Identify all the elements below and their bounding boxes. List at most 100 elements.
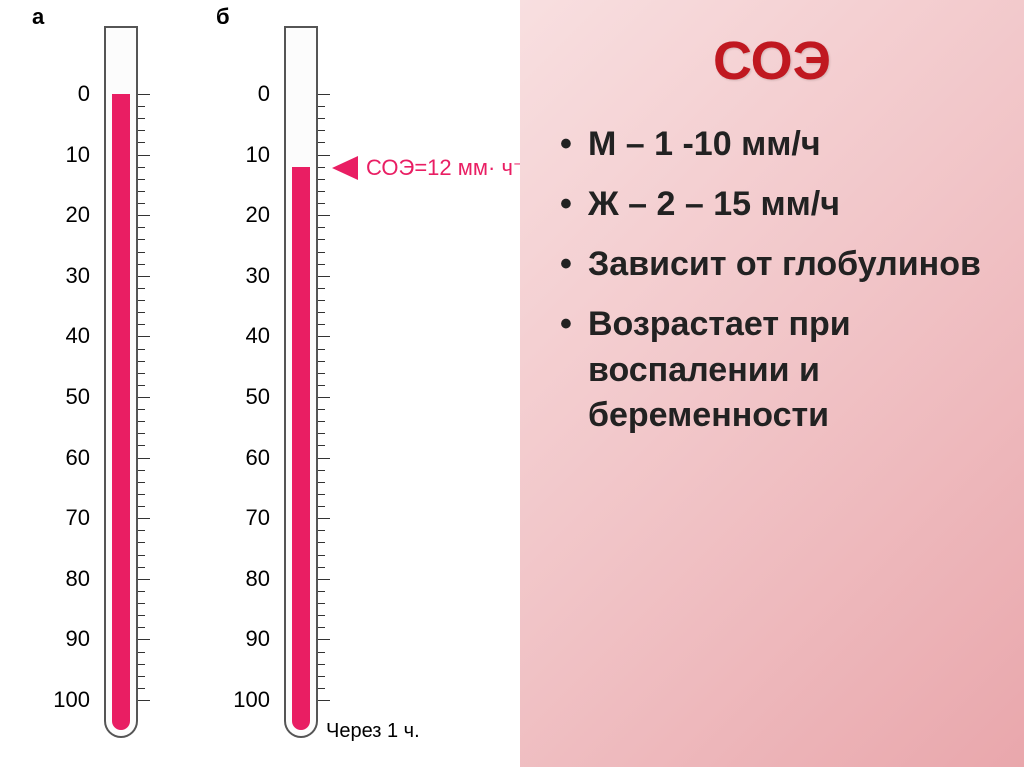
tick-minor	[318, 652, 325, 653]
tick-minor	[318, 470, 325, 471]
scale-number: 30	[40, 263, 90, 289]
tick-minor	[318, 373, 325, 374]
tick-minor	[138, 227, 145, 228]
tick-minor	[138, 264, 145, 265]
tick-minor	[318, 506, 325, 507]
tick-minor	[318, 300, 325, 301]
column-label: б	[216, 4, 230, 30]
tick-minor	[318, 615, 325, 616]
sedimentation-tube	[284, 28, 318, 738]
tick-minor	[138, 252, 145, 253]
scale-number: 40	[40, 323, 90, 349]
scale-number: 0	[220, 81, 270, 107]
tick-minor	[138, 167, 145, 168]
tick-minor	[138, 542, 145, 543]
tick-major	[138, 336, 150, 337]
scale-number: 90	[40, 626, 90, 652]
tick-minor	[318, 142, 325, 143]
tick-major	[138, 458, 150, 459]
tick-minor	[138, 676, 145, 677]
scale-number: 100	[220, 687, 270, 713]
scale-number: 60	[40, 445, 90, 471]
tick-major	[318, 579, 330, 580]
tick-minor	[318, 542, 325, 543]
tick-major	[138, 215, 150, 216]
tick-minor	[138, 688, 145, 689]
scale-number: 70	[220, 505, 270, 531]
scale-number: 90	[220, 626, 270, 652]
tick-minor	[318, 203, 325, 204]
tick-minor	[138, 567, 145, 568]
scale-number: 40	[220, 323, 270, 349]
tick-minor	[138, 421, 145, 422]
tick-minor	[318, 445, 325, 446]
tick-minor	[138, 530, 145, 531]
tick-major	[318, 700, 330, 701]
tick-minor	[318, 288, 325, 289]
tick-minor	[318, 421, 325, 422]
tick-minor	[318, 130, 325, 131]
tick-minor	[318, 433, 325, 434]
tick-minor	[138, 142, 145, 143]
tick-minor	[318, 494, 325, 495]
slide-title: СОЭ	[520, 30, 1024, 92]
tick-minor	[138, 179, 145, 180]
tick-minor	[138, 203, 145, 204]
tick-minor	[138, 506, 145, 507]
tick-minor	[318, 385, 325, 386]
tick-minor	[138, 555, 145, 556]
tick-minor	[138, 324, 145, 325]
scale-number: 60	[220, 445, 270, 471]
tick-minor	[318, 264, 325, 265]
scale-number: 80	[220, 566, 270, 592]
tick-minor	[318, 361, 325, 362]
tick-minor	[138, 361, 145, 362]
tick-minor	[138, 191, 145, 192]
tick-minor	[138, 349, 145, 350]
tick-major	[138, 94, 150, 95]
scale-number: 10	[220, 142, 270, 168]
column-label: а	[32, 4, 44, 30]
tick-minor	[138, 627, 145, 628]
tick-minor	[318, 239, 325, 240]
tick-major	[318, 215, 330, 216]
tick-minor	[318, 324, 325, 325]
tick-minor	[138, 652, 145, 653]
scale-number: 50	[220, 384, 270, 410]
tick-minor	[318, 627, 325, 628]
bullet-item: Возрастает при воспалении и беременности	[560, 302, 1004, 440]
footer-label: Через 1 ч.	[326, 720, 420, 743]
arrow-left-icon	[332, 156, 358, 180]
tick-minor	[318, 106, 325, 107]
tick-minor	[138, 615, 145, 616]
pointer-label: СОЭ=12 мм· ч⁻¹	[366, 155, 532, 181]
bullet-list: М – 1 -10 мм/чЖ – 2 – 15 мм/чЗависит от …	[520, 122, 1024, 439]
tick-minor	[138, 409, 145, 410]
tick-minor	[318, 688, 325, 689]
tick-minor	[138, 603, 145, 604]
right-panel: СОЭ М – 1 -10 мм/чЖ – 2 – 15 мм/чЗависит…	[520, 0, 1024, 767]
tick-major	[318, 336, 330, 337]
tick-minor	[318, 349, 325, 350]
tick-minor	[138, 300, 145, 301]
tick-minor	[318, 312, 325, 313]
scale-number: 70	[40, 505, 90, 531]
tick-minor	[318, 591, 325, 592]
sedimentation-tube	[104, 28, 138, 738]
bullet-item: Ж – 2 – 15 мм/ч	[560, 182, 1004, 228]
scale-number: 80	[40, 566, 90, 592]
tick-minor	[138, 312, 145, 313]
tick-major	[318, 276, 330, 277]
tick-minor	[138, 373, 145, 374]
tick-minor	[138, 106, 145, 107]
tick-minor	[318, 567, 325, 568]
tick-major	[318, 518, 330, 519]
tick-minor	[138, 494, 145, 495]
tick-minor	[138, 239, 145, 240]
tick-minor	[318, 227, 325, 228]
tick-major	[138, 397, 150, 398]
scale-number: 10	[40, 142, 90, 168]
tick-minor	[138, 482, 145, 483]
tick-minor	[138, 433, 145, 434]
tick-minor	[138, 288, 145, 289]
